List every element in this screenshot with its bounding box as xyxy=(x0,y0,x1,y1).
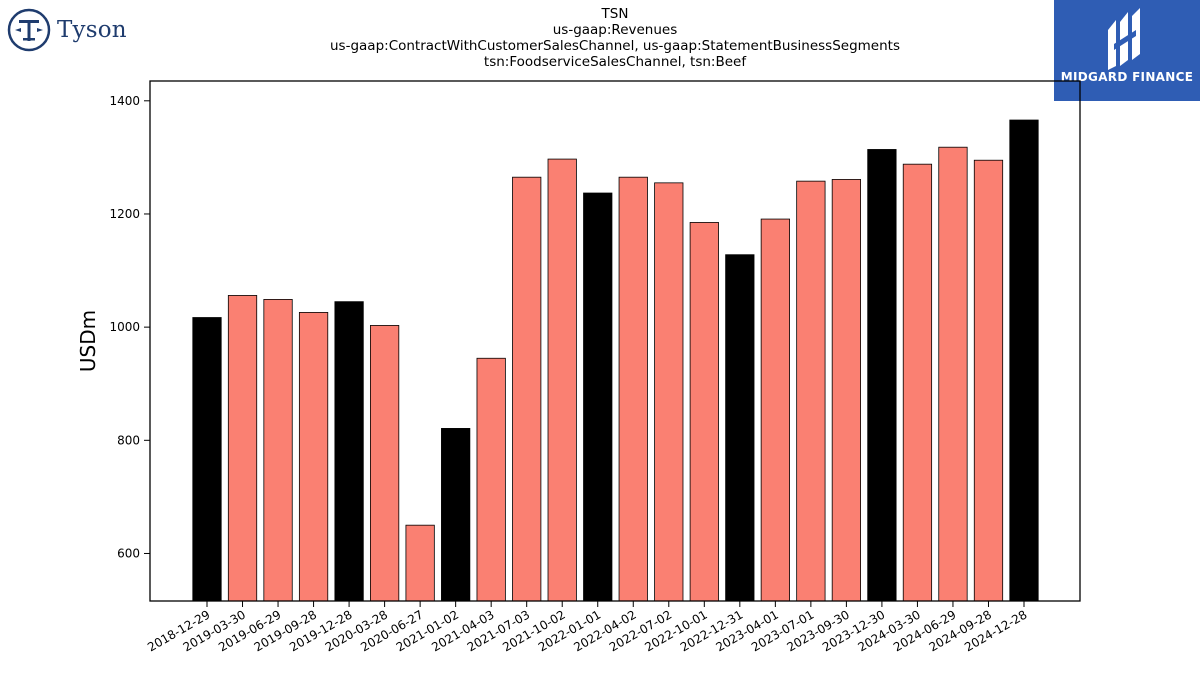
bar-2023-12-30 xyxy=(867,149,897,602)
bars-group xyxy=(192,119,1039,602)
x-axis: 2018-12-292019-03-302019-06-292019-09-28… xyxy=(145,601,1030,654)
bar-2021-10-02 xyxy=(547,158,577,602)
bar-2024-03-30 xyxy=(902,163,933,602)
title-line-1: TSN xyxy=(601,6,629,22)
bar-2019-06-29 xyxy=(263,299,293,602)
bar-2023-04-01 xyxy=(760,218,790,602)
bar-2018-12-29 xyxy=(192,317,222,602)
plot-frame xyxy=(149,80,1081,602)
bar-2022-10-01 xyxy=(689,222,719,602)
bar-2021-01-02 xyxy=(441,428,471,602)
tyson-logo: Tyson xyxy=(7,7,127,53)
y-tick-label-800: 800 xyxy=(117,433,140,447)
bar-2024-09-28 xyxy=(973,159,1004,602)
bar-2023-07-01 xyxy=(796,180,826,602)
tyson-brand-name: Tyson xyxy=(57,17,127,43)
chart-title: TSN us-gaap:Revenues us-gaap:ContractWit… xyxy=(165,6,1065,70)
bar-2022-04-02 xyxy=(618,176,648,602)
title-line-4: tsn:FoodserviceSalesChannel, tsn:Beef xyxy=(483,54,747,70)
y-tick-label-600: 600 xyxy=(117,546,140,560)
midgard-brand-name: MIDGARD FINANCE xyxy=(1060,70,1194,84)
y-axis: 600 800 1000 1200 1400 xyxy=(109,94,150,560)
bar-2024-12-28 xyxy=(1009,119,1039,602)
bar-2019-09-28 xyxy=(298,312,329,602)
y-tick-label-1200: 1200 xyxy=(109,207,140,221)
midgard-finance-logo: MIDGARD FINANCE xyxy=(1054,0,1200,101)
midgard-emblem-icon xyxy=(1108,8,1140,70)
bar-2021-04-03 xyxy=(476,357,506,602)
tyson-emblem-icon xyxy=(7,8,51,52)
title-line-2: us-gaap:Revenues xyxy=(552,22,678,38)
y-tick-label-1000: 1000 xyxy=(109,320,140,334)
bar-2022-01-01 xyxy=(583,192,613,602)
bar-2020-06-27 xyxy=(405,524,435,602)
bar-2023-09-30 xyxy=(831,179,861,602)
bar-2024-06-29 xyxy=(938,146,968,602)
y-tick-label-1400: 1400 xyxy=(109,94,140,108)
bar-2021-07-03 xyxy=(512,176,542,602)
y-axis-label: USDm xyxy=(76,310,100,372)
bar-2022-12-31 xyxy=(725,254,755,602)
bar-2022-07-02 xyxy=(654,182,684,602)
title-line-3: us-gaap:ContractWithCustomerSalesChannel… xyxy=(330,38,900,54)
bar-2019-12-28 xyxy=(334,301,364,602)
bar-2019-03-30 xyxy=(227,295,258,602)
bar-2020-03-28 xyxy=(369,325,400,602)
